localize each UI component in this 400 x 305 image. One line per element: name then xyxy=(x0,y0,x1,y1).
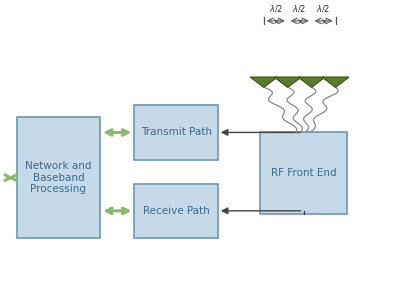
Text: RF Front End: RF Front End xyxy=(271,168,336,178)
Text: Network and
Baseband
Processing: Network and Baseband Processing xyxy=(25,161,92,194)
Text: $\lambda/2$: $\lambda/2$ xyxy=(316,3,331,14)
Text: Receive Path: Receive Path xyxy=(143,206,210,216)
Polygon shape xyxy=(322,77,349,87)
FancyBboxPatch shape xyxy=(134,105,218,160)
Text: $\lambda/2$: $\lambda/2$ xyxy=(268,3,283,14)
FancyBboxPatch shape xyxy=(260,132,348,214)
FancyBboxPatch shape xyxy=(17,117,100,238)
Text: $\lambda/2$: $\lambda/2$ xyxy=(292,3,307,14)
Text: Transmit Path: Transmit Path xyxy=(140,127,212,138)
Polygon shape xyxy=(274,77,301,87)
FancyBboxPatch shape xyxy=(134,184,218,238)
Polygon shape xyxy=(251,77,277,87)
Polygon shape xyxy=(298,77,325,87)
